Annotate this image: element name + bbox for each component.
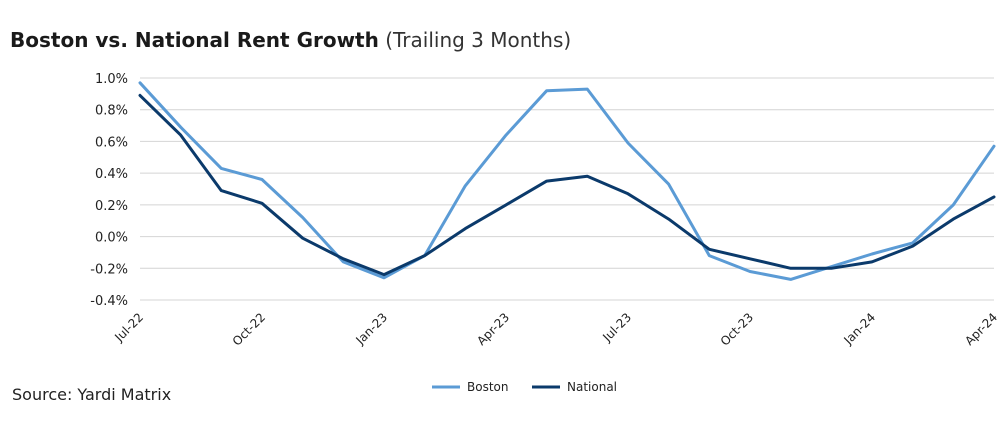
x-tick-label: Oct-22 — [230, 310, 268, 348]
x-tick-label: Jan-24 — [841, 310, 879, 348]
series-lines — [138, 81, 996, 281]
chart-title: Boston vs. National Rent Growth (Trailin… — [10, 28, 571, 52]
x-tick-label: Jan-23 — [353, 310, 391, 348]
source-note: Source: Yardi Matrix — [12, 385, 172, 404]
chart-title-main: Boston vs. National Rent Growth — [10, 28, 379, 52]
legend-label-national: National — [567, 380, 617, 394]
x-tick-label: Jul-22 — [111, 310, 146, 345]
y-tick-label: 0.4% — [95, 167, 128, 182]
chart-title-sub: (Trailing 3 Months) — [385, 28, 572, 52]
y-tick-label: -0.2% — [90, 262, 128, 277]
y-tick-label: 0.2% — [95, 199, 128, 214]
x-axis-ticks: Jul-22 Oct-22 Jan-23 Apr-23 Jul-23 Oct-23 Jan-… — [111, 310, 1000, 348]
series-line-boston — [138, 81, 996, 281]
y-tick-label: -0.4% — [90, 294, 128, 309]
series-line-national — [138, 93, 996, 277]
y-tick-label: 0.8% — [95, 104, 128, 119]
y-tick-label: 0.6% — [95, 135, 128, 150]
y-axis-ticks: 1.0% 0.8% 0.6% 0.4% 0.2% 0.0% -0.2% -0.4% — [90, 72, 128, 309]
legend-label-boston: Boston — [467, 380, 508, 394]
y-tick-label: 1.0% — [95, 72, 128, 87]
legend: Boston National — [432, 380, 617, 394]
x-tick-label: Oct-23 — [718, 310, 756, 348]
y-tick-label: 0.0% — [95, 231, 128, 246]
x-tick-label: Jul-23 — [599, 310, 634, 345]
x-tick-label: Apr-23 — [474, 310, 512, 348]
grid-lines — [140, 77, 994, 301]
x-tick-label: Apr-24 — [962, 310, 1000, 348]
